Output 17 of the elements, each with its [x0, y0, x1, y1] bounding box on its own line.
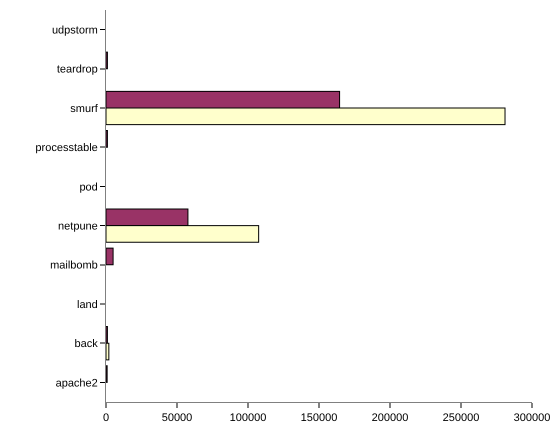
y-tick-label: teardrop — [56, 64, 98, 76]
y-tick-label: netpune — [58, 220, 98, 232]
x-tick-label: 50000 — [162, 412, 192, 424]
x-tick-label: 250000 — [442, 412, 480, 424]
y-tick-label: mailbomb — [50, 260, 98, 272]
y-tick-label: udpstorm — [52, 24, 98, 36]
y-tick-label: apache2 — [56, 377, 98, 390]
y-tick-label: smurf — [70, 102, 99, 115]
x-tick-label: 300000 — [514, 412, 550, 424]
x-tick-label: 100000 — [230, 412, 266, 424]
y-tick-label: land — [77, 298, 98, 311]
x-tick-label: 0 — [102, 412, 110, 424]
x-tick-label: 150000 — [300, 412, 338, 424]
y-tick-label: back — [74, 338, 98, 350]
y-tick-label: pod — [79, 181, 98, 194]
x-tick-label: 200000 — [372, 412, 408, 424]
y-tick-label: processtable — [35, 142, 98, 154]
